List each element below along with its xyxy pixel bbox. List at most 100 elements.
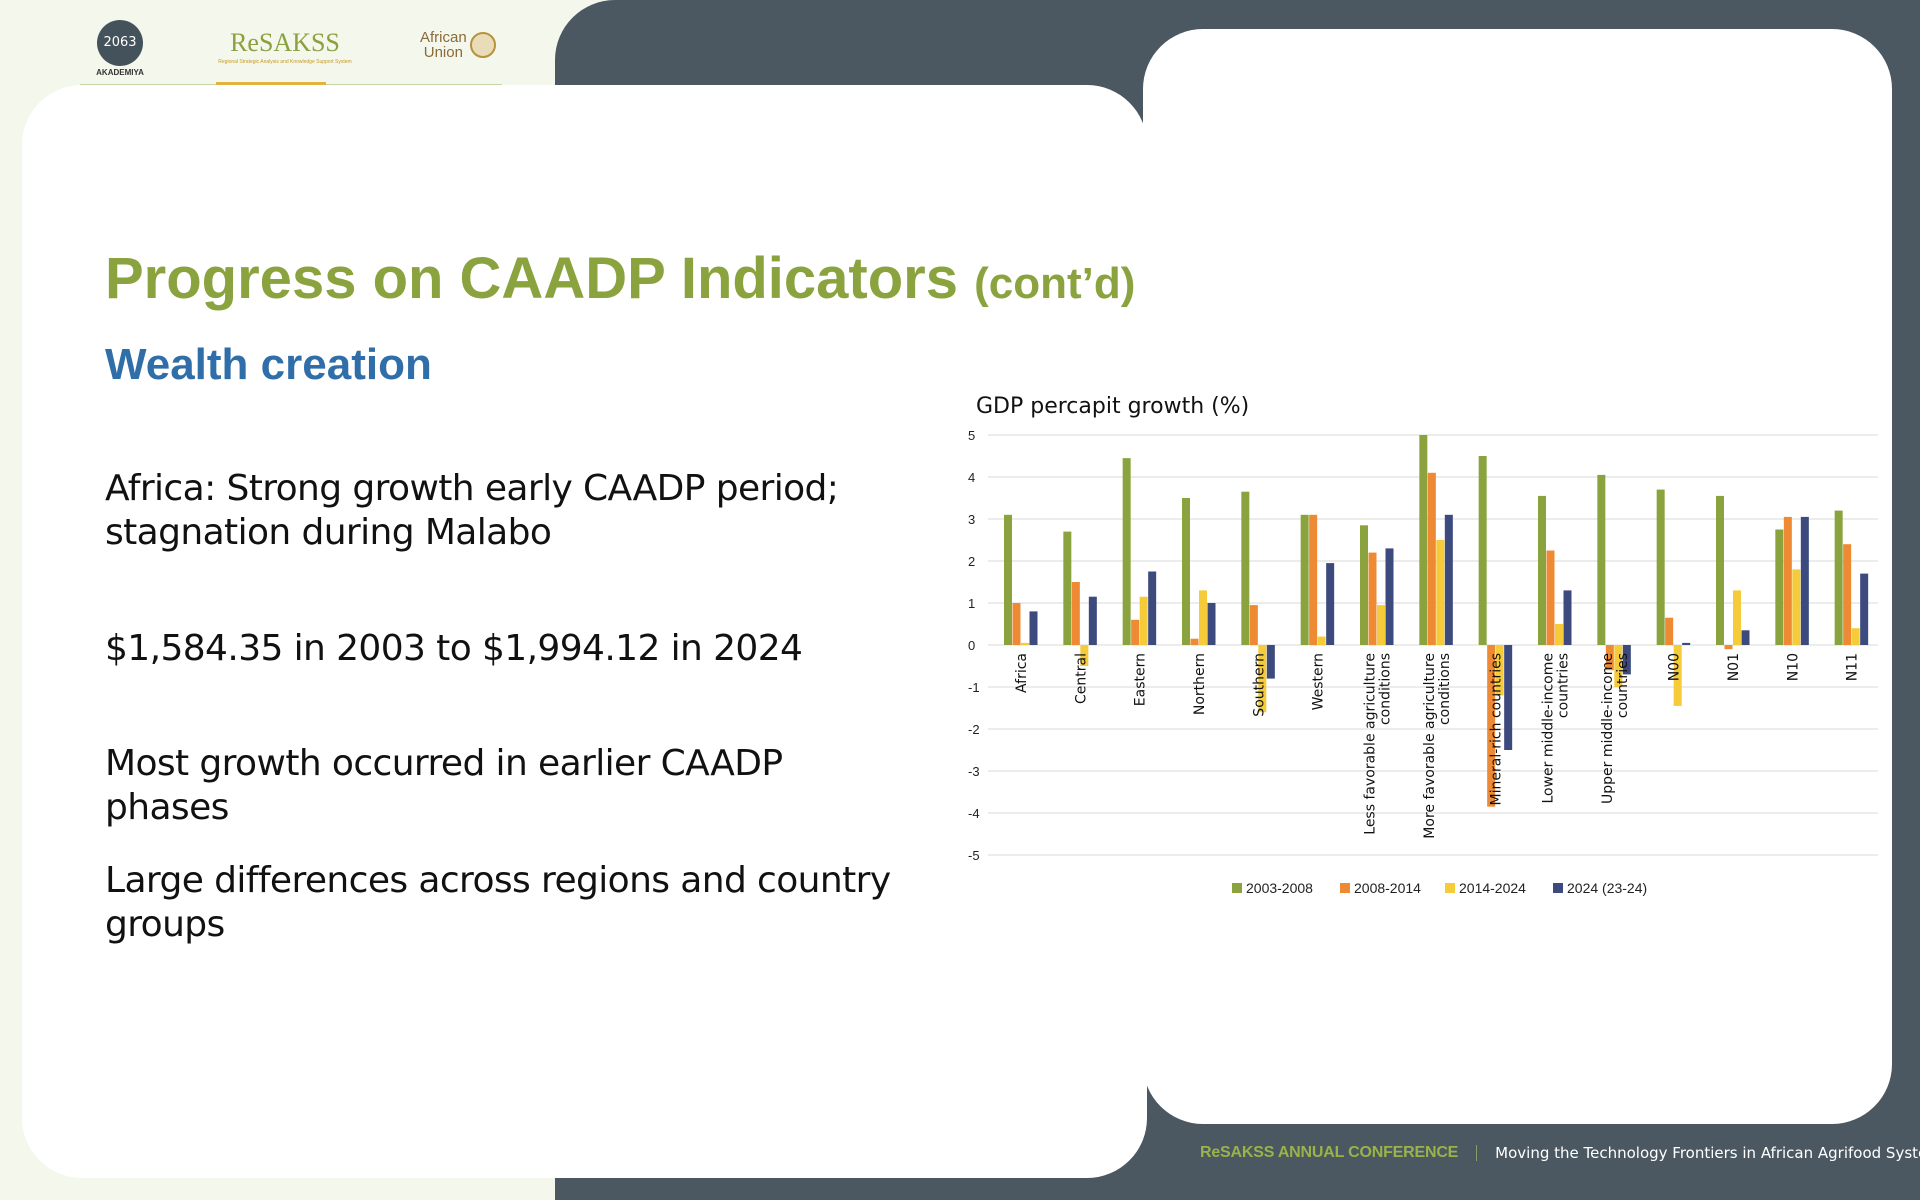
bar-2003-2008 bbox=[1004, 514, 1012, 645]
bar-2008-2014 bbox=[1783, 516, 1792, 645]
bar-2003-2008 bbox=[1834, 510, 1843, 645]
x-category-label: Western bbox=[1311, 653, 1327, 710]
bar-2003-2008 bbox=[1182, 498, 1190, 645]
slide-title: Progress on CAADP Indicators (cont’d) bbox=[105, 245, 1135, 312]
bar-2003-2008 bbox=[1241, 491, 1250, 645]
x-category-label: N10 bbox=[1785, 653, 1801, 681]
bullet-text: Large differences across regions and cou… bbox=[105, 860, 891, 945]
chart-title: GDP percapit growth (%) bbox=[976, 394, 1249, 419]
slide-subtitle: Wealth creation bbox=[105, 340, 432, 389]
bar-2024 (23-24) bbox=[1504, 645, 1513, 750]
bar-2003-2008 bbox=[1597, 474, 1606, 645]
gdp-growth-chart: GDP percapit growth (%)5 4 3 2 1 0 -1 -2 -3 -4 -5 A… bbox=[968, 394, 1878, 896]
bar-2014-2024 bbox=[1733, 590, 1741, 645]
x-tick-label: Southern bbox=[1251, 653, 1267, 717]
bar-2008-2014 bbox=[1249, 605, 1258, 645]
bar-2008-2014 bbox=[1546, 550, 1555, 645]
title-main: Progress on CAADP Indicators bbox=[105, 246, 959, 311]
footer-tagline: Moving the Technology Frontiers in Afric… bbox=[1495, 1144, 1920, 1162]
x-tick-label: Northern bbox=[1192, 653, 1208, 715]
legend-swatch bbox=[1445, 883, 1455, 893]
x-tick-label: Upper middle-income bbox=[1600, 653, 1616, 804]
bar-2003-2008 bbox=[1716, 495, 1724, 645]
bar-2024 (23-24) bbox=[1622, 645, 1631, 675]
bar-2024 (23-24) bbox=[1088, 596, 1097, 645]
resakss-sub: Regional Strategic Analysis and Knowledg… bbox=[218, 59, 352, 65]
bar-2008-2014 bbox=[1665, 617, 1674, 645]
bar-2024 (23-24) bbox=[1800, 516, 1809, 645]
logo-bar: 2063 AKADEMIYA ReSAKSS Regional Strategi… bbox=[80, 14, 502, 86]
au-wordmark: African Union bbox=[420, 30, 467, 60]
bar-2003-2008 bbox=[1538, 495, 1546, 645]
x-tick-label: Eastern bbox=[1133, 653, 1149, 706]
bar-2024 (23-24) bbox=[1385, 548, 1394, 645]
legend-label: 2024 (23-24) bbox=[1567, 880, 1647, 896]
y-tick-label: 2 bbox=[968, 554, 975, 569]
bar-2014-2024 bbox=[1555, 624, 1563, 645]
x-tick-label: Lower middle-income bbox=[1541, 653, 1557, 804]
bar-2003-2008 bbox=[1775, 529, 1784, 645]
x-category-label: N11 bbox=[1845, 653, 1861, 681]
au-line1: African bbox=[420, 29, 467, 46]
bar-2014-2024 bbox=[1851, 628, 1860, 645]
bar-2014-2024 bbox=[1199, 590, 1207, 645]
active-logo-underline bbox=[216, 82, 326, 85]
bar-2024 (23-24) bbox=[1148, 571, 1157, 645]
x-tick-label: N10 bbox=[1785, 653, 1801, 681]
bar-2024 (23-24) bbox=[1682, 642, 1691, 645]
y-tick-label: 4 bbox=[968, 470, 975, 485]
x-tick-label: countries bbox=[1556, 653, 1572, 718]
x-tick-label: Central bbox=[1073, 653, 1089, 704]
y-tick-label: 5 bbox=[968, 428, 975, 443]
x-category-label: Northern bbox=[1192, 653, 1208, 715]
x-category-label: N00 bbox=[1667, 653, 1683, 681]
bar-2024 (23-24) bbox=[1029, 611, 1038, 645]
bar-2008-2014 bbox=[1309, 514, 1318, 645]
african-union-logo: African Union bbox=[420, 30, 496, 60]
bullet-text: Africa: Strong growth early CAADP period… bbox=[105, 468, 839, 553]
bar-2008-2014 bbox=[1071, 582, 1080, 645]
bar-2003-2008 bbox=[1419, 435, 1428, 645]
x-category-label: Lower middle-income countries bbox=[1541, 653, 1572, 804]
bar-2014-2024 bbox=[1792, 569, 1801, 645]
y-tick-label: -5 bbox=[968, 848, 980, 863]
bar-2024 (23-24) bbox=[1444, 514, 1453, 645]
footer-conference: ReSAKSS ANNUAL CONFERENCE bbox=[1200, 1144, 1459, 1161]
bar-2024 (23-24) bbox=[1326, 563, 1335, 645]
y-tick-label: 0 bbox=[968, 638, 975, 653]
bar-2024 (23-24) bbox=[1860, 573, 1869, 645]
x-category-label: N01 bbox=[1726, 653, 1742, 681]
x-category-label: Southern bbox=[1251, 653, 1267, 717]
legend-swatch bbox=[1340, 883, 1350, 893]
x-category-label: Less favorable agriculture conditions bbox=[1363, 653, 1394, 835]
x-category-label: Mineral-rich countries bbox=[1489, 653, 1505, 805]
resakss-logo: ReSAKSS Regional Strategic Analysis and … bbox=[210, 28, 360, 65]
bar-2008-2014 bbox=[1427, 472, 1436, 645]
bar-2008-2014 bbox=[1843, 544, 1852, 645]
bar-2008-2014 bbox=[1012, 603, 1021, 645]
bar-2014-2024 bbox=[1021, 642, 1029, 645]
x-tick-label: Less favorable agriculture bbox=[1363, 653, 1379, 835]
bar-2014-2024 bbox=[1317, 636, 1326, 645]
legend-label: 2014-2024 bbox=[1459, 880, 1526, 896]
y-tick-label: -4 bbox=[968, 806, 980, 821]
bar-2003-2008 bbox=[1063, 531, 1072, 645]
x-category-label: Africa bbox=[1014, 653, 1030, 693]
x-category-label: More favorable agriculture conditions bbox=[1422, 653, 1453, 839]
x-tick-label: conditions bbox=[1437, 653, 1453, 725]
bar-2024 (23-24) bbox=[1741, 630, 1750, 645]
x-category-label: Eastern bbox=[1133, 653, 1149, 706]
y-tick-label: -1 bbox=[968, 680, 980, 695]
x-tick-label: countries bbox=[1615, 653, 1631, 718]
bar-2014-2024 bbox=[1139, 596, 1148, 645]
akademiya-name: AKADEMIYA bbox=[96, 68, 144, 77]
au-line2: Union bbox=[423, 44, 463, 61]
bar-2024 (23-24) bbox=[1563, 590, 1572, 645]
bar-2003-2008 bbox=[1122, 458, 1131, 645]
x-category-label: Upper middle-income countries bbox=[1600, 653, 1631, 804]
legend-label: 2008-2014 bbox=[1354, 880, 1421, 896]
x-tick-label: More favorable agriculture bbox=[1422, 653, 1438, 839]
bar-2003-2008 bbox=[1478, 456, 1487, 645]
bar-2008-2014 bbox=[1131, 619, 1140, 645]
africa-globe-icon bbox=[469, 32, 496, 58]
